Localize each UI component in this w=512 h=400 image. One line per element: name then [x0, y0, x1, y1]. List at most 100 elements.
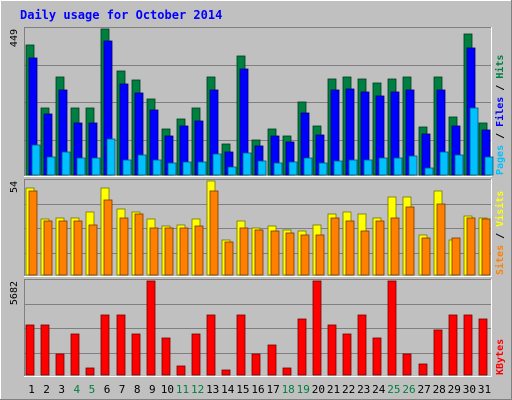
- series-sites: [28, 190, 491, 276]
- bar-sites: [315, 234, 325, 276]
- x-tick-label: 5: [89, 383, 96, 396]
- bar-pages: [31, 144, 41, 176]
- bar-kbytes: [161, 337, 171, 376]
- bar-pages: [273, 162, 283, 176]
- bar-kbytes: [342, 333, 352, 376]
- bar-sites: [466, 217, 476, 276]
- x-tick-label: 14: [221, 383, 235, 396]
- bar-kbytes: [433, 329, 443, 376]
- bar-sites: [239, 227, 249, 276]
- x-tick-label: 16: [251, 383, 264, 396]
- bar-sites: [134, 213, 144, 276]
- bar-kbytes: [297, 318, 307, 376]
- bar-kbytes: [85, 367, 95, 376]
- x-tick-label: 6: [104, 383, 111, 396]
- x-tick-label: 27: [417, 383, 430, 396]
- bar-sites: [345, 220, 355, 276]
- bar-kbytes: [418, 363, 428, 376]
- bar-kbytes: [372, 337, 382, 376]
- x-axis-labels: 1 2 3 4 5 6 7 8 9 10 11 12 13 14 15 16 17 18 19 20 21 22 23 24 2…: [28, 383, 491, 396]
- x-tick-label: 3: [58, 383, 65, 396]
- bar-pages: [288, 161, 298, 176]
- x-tick-label: 29: [448, 383, 461, 396]
- x-tick-label: 19: [297, 383, 310, 396]
- x-tick-label: 31: [478, 383, 491, 396]
- x-tick-label: 26: [402, 383, 415, 396]
- bar-sites: [73, 220, 83, 276]
- bar-kbytes: [448, 314, 458, 376]
- bar-sites: [270, 230, 280, 276]
- bar-pages: [363, 159, 373, 176]
- x-tick-label: 25: [387, 383, 400, 396]
- panel-legend: KBytes: [495, 339, 506, 375]
- x-tick-label: 10: [161, 383, 174, 396]
- bar-pages: [257, 160, 267, 176]
- bar-kbytes: [55, 353, 65, 376]
- bar-pages: [393, 157, 403, 176]
- bar-sites: [164, 227, 174, 276]
- bar-sites: [405, 206, 415, 276]
- bar-sites: [194, 225, 204, 276]
- panel-legend: Sites / Visits: [494, 191, 506, 275]
- panel-legend: Pages / Files / Hits: [494, 55, 506, 175]
- x-tick-label: 22: [342, 383, 355, 396]
- bar-kbytes: [131, 333, 141, 376]
- bar-pages: [91, 157, 101, 176]
- legend-entry: Pages: [495, 145, 506, 175]
- x-tick-label: 15: [236, 383, 249, 396]
- series-kbytes: [25, 280, 488, 376]
- bar-sites: [330, 217, 340, 276]
- bar-sites: [300, 234, 310, 276]
- legend-entry: /: [495, 227, 506, 245]
- bar-sites: [254, 229, 264, 276]
- x-tick-label: 13: [206, 383, 219, 396]
- y-max-label: 449: [9, 29, 20, 47]
- x-tick-label: 8: [134, 383, 141, 396]
- chart-title: Daily usage for October 2014: [20, 8, 222, 22]
- bar-sites: [179, 227, 189, 276]
- x-tick-label: 17: [266, 383, 279, 396]
- y-max-label: 54: [9, 181, 20, 193]
- legend-entry: Sites: [494, 245, 506, 275]
- bar-sites: [436, 203, 446, 276]
- x-tick-label: 28: [433, 383, 446, 396]
- bar-pages: [333, 160, 343, 176]
- bar-pages: [137, 154, 147, 176]
- bar-kbytes: [236, 314, 246, 376]
- x-tick-label: 21: [327, 383, 340, 396]
- legend-entry: KBytes: [495, 339, 506, 375]
- bar-kbytes: [40, 324, 50, 376]
- x-tick-label: 30: [463, 383, 476, 396]
- bar-kbytes: [357, 314, 367, 376]
- bar-kbytes: [282, 367, 292, 376]
- bar-sites: [421, 237, 431, 276]
- x-tick-label: 24: [372, 383, 386, 396]
- bar-sites: [360, 230, 370, 276]
- legend-entry: Files: [494, 97, 506, 127]
- bar-kbytes: [387, 280, 397, 376]
- bar-sites: [481, 218, 491, 276]
- bar-kbytes: [267, 344, 277, 376]
- legend-entry: /: [495, 127, 506, 145]
- x-tick-label: 2: [43, 383, 50, 396]
- bar-kbytes: [221, 369, 231, 376]
- bar-kbytes: [478, 318, 488, 376]
- bar-pages: [46, 156, 56, 176]
- panel-hits-files-pages: 449 Pages / Files / Hits: [9, 27, 506, 177]
- legend-entry: Hits: [494, 55, 506, 79]
- bar-sites: [43, 220, 53, 276]
- bar-pages: [318, 162, 328, 176]
- bar-pages: [408, 155, 418, 176]
- bar-pages: [469, 107, 479, 176]
- bar-sites: [285, 232, 295, 276]
- bar-kbytes: [176, 365, 186, 376]
- bar-pages: [348, 159, 358, 176]
- bar-kbytes: [463, 314, 473, 376]
- legend-entry: /: [495, 79, 506, 97]
- bar-pages: [439, 151, 449, 176]
- x-tick-label: 12: [191, 383, 204, 396]
- x-tick-label: 23: [357, 383, 370, 396]
- y-max-label: 5682: [9, 281, 20, 305]
- series-pages: [31, 107, 494, 176]
